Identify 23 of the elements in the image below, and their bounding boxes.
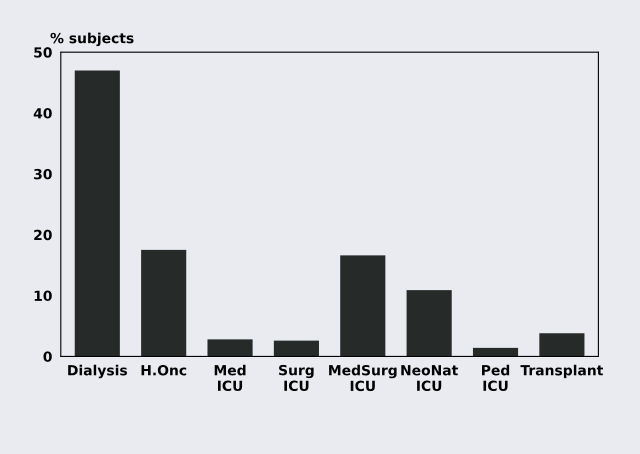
x-tick-label: Surg ICU — [279, 364, 314, 392]
bar — [406, 290, 452, 356]
x-tick-label: Transplant — [520, 364, 604, 378]
y-axis-title: % subjects — [50, 32, 134, 46]
y-tick-label: 50 — [34, 47, 52, 58]
x-tick-label: H.Onc — [142, 364, 186, 376]
x-tick-label: MedSurg ICU — [329, 364, 397, 392]
x-tick-label: Ped ICU — [482, 364, 510, 392]
bar — [74, 70, 120, 356]
y-tick-label: 30 — [34, 168, 52, 180]
bar — [274, 340, 319, 356]
bar — [472, 348, 518, 356]
bar — [207, 339, 253, 356]
y-tick-label: 20 — [34, 230, 52, 240]
x-tick-label: NeoNat ICU — [401, 365, 458, 392]
x-tick-label: Med ICU — [214, 364, 246, 392]
bar — [141, 250, 186, 356]
bar — [539, 333, 584, 356]
x-tick-label: Dialysis — [68, 364, 128, 378]
y-tick-label: 10 — [34, 290, 52, 302]
y-tick-label: 0 — [43, 351, 52, 362]
y-tick-label: 40 — [34, 108, 52, 119]
bar — [340, 255, 386, 356]
